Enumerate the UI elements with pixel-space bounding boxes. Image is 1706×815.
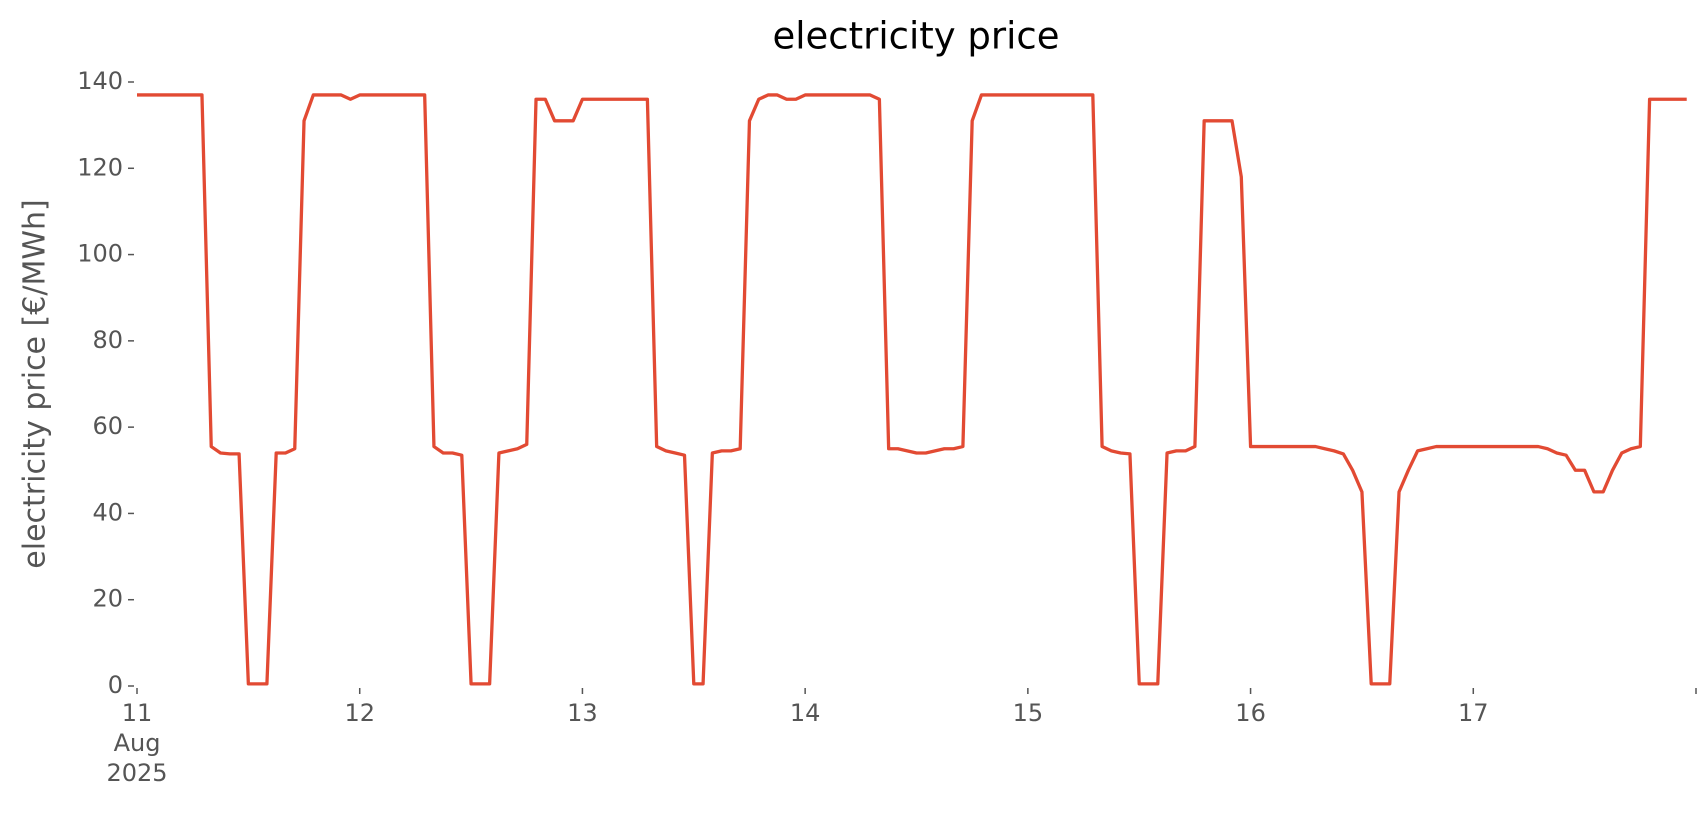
y-tick-label: 80 xyxy=(92,326,123,354)
y-tick-label: 0 xyxy=(108,671,123,699)
y-tick-label: 120 xyxy=(77,153,123,181)
x-tick-label: 12 xyxy=(344,699,375,727)
chart-title: electricity price xyxy=(772,15,1059,58)
x-tick-label: 13 xyxy=(567,699,598,727)
y-tick-label: 20 xyxy=(92,585,123,613)
x-tick-label: 16 xyxy=(1235,699,1266,727)
x-tick-label-line: 2025 xyxy=(106,759,167,787)
y-tick-label: 140 xyxy=(77,67,123,95)
y-tick-label: 40 xyxy=(92,498,123,526)
x-tick-label: 17 xyxy=(1458,699,1489,727)
y-axis-label: electricity price [€/MWh] xyxy=(18,199,53,568)
x-tick-label-line: Aug xyxy=(114,729,161,757)
x-tick-label-line: 11 xyxy=(122,699,153,727)
x-tick-label: 14 xyxy=(790,699,821,727)
price-line xyxy=(137,93,1687,686)
x-tick-label: 15 xyxy=(1013,699,1044,727)
y-tick-label: 100 xyxy=(77,240,123,268)
y-tick-label: 60 xyxy=(92,412,123,440)
x-tick-label: 11 Aug 2025 xyxy=(106,699,167,787)
